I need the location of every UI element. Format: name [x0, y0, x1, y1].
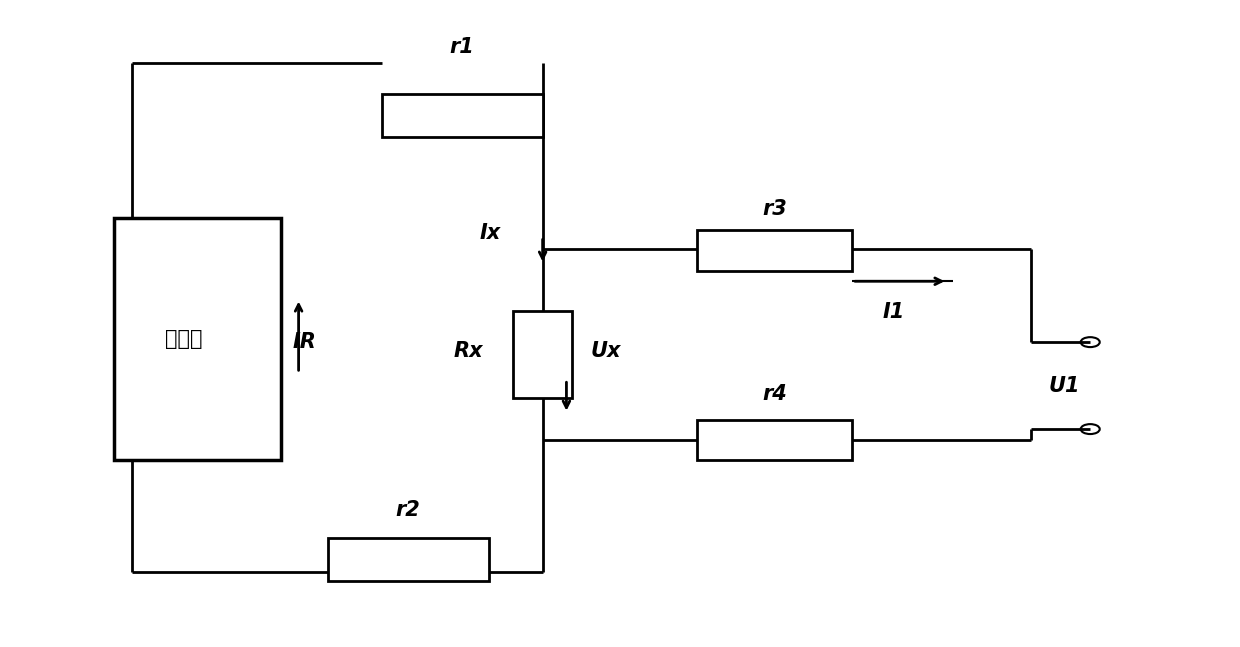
Bar — [697, 420, 852, 460]
Text: r1: r1 — [449, 37, 474, 57]
Text: r3: r3 — [763, 199, 787, 219]
Text: r4: r4 — [763, 384, 787, 404]
Text: U1: U1 — [1049, 376, 1080, 395]
Text: Ux: Ux — [590, 342, 621, 362]
Text: r2: r2 — [396, 500, 420, 520]
Text: Ix: Ix — [480, 223, 501, 243]
Bar — [114, 218, 280, 460]
Bar — [697, 230, 852, 270]
Text: I1: I1 — [883, 302, 905, 322]
Bar — [329, 538, 489, 581]
Text: Rx: Rx — [454, 342, 484, 362]
Bar — [382, 94, 543, 137]
Text: IR: IR — [293, 332, 316, 352]
Bar — [513, 311, 573, 398]
Text: 电流源: 电流源 — [165, 329, 203, 349]
